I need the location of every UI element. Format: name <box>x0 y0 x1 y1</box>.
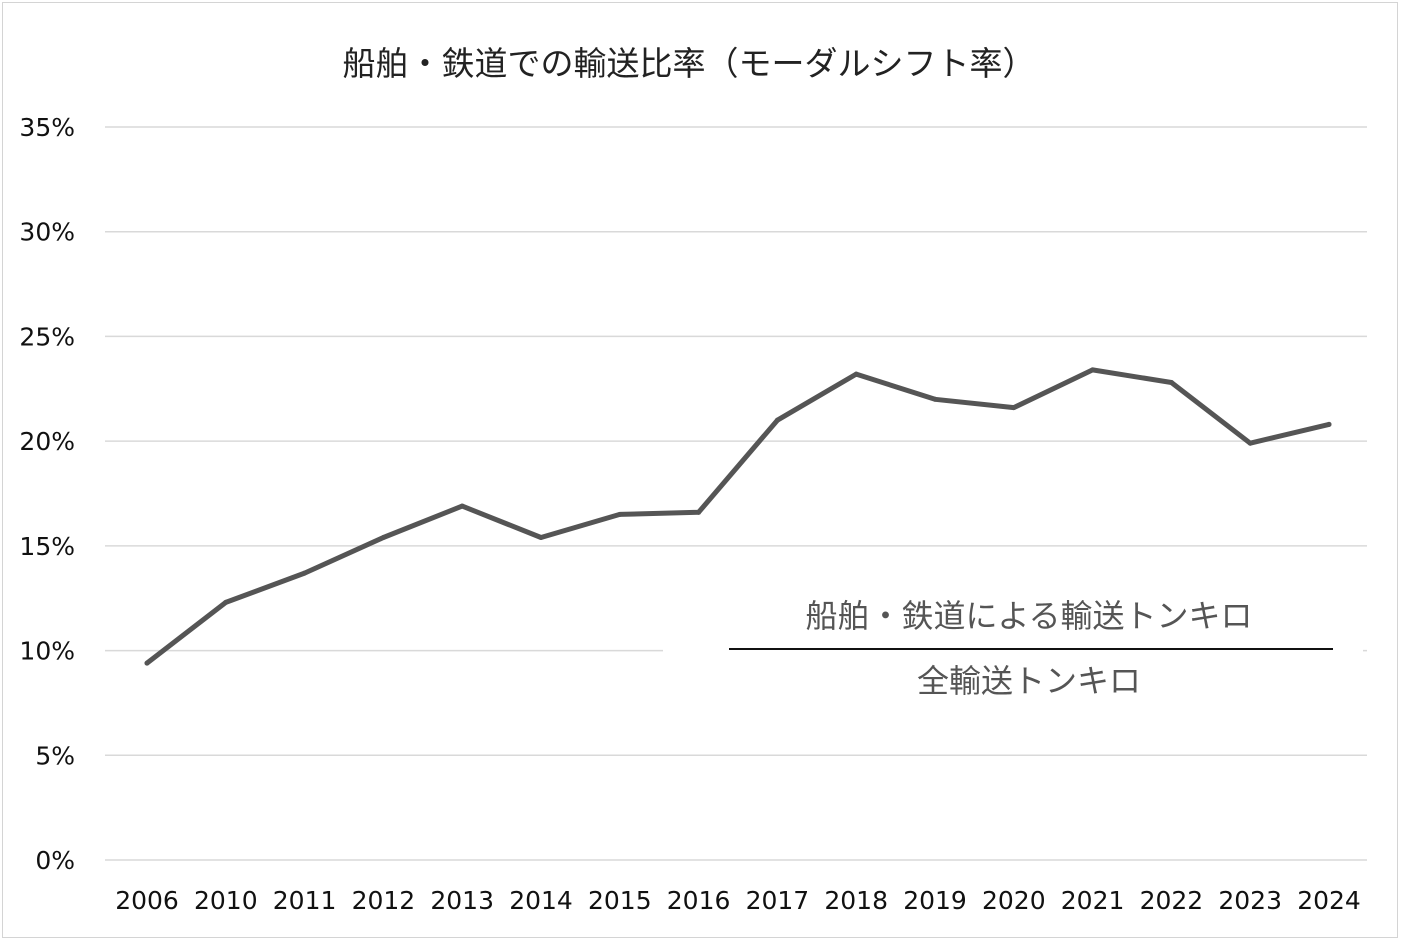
x-axis-ticks: 2006 2010 2011 2012 2013 2014 2015 2016 2017 2018… <box>115 886 1361 915</box>
gridlines <box>105 126 1367 861</box>
data-point-2021 <box>1090 367 1096 373</box>
data-point-2022 <box>1168 380 1174 386</box>
data-point-2020 <box>1011 405 1017 411</box>
x-tick-label: 2021 <box>1061 886 1125 915</box>
y-tick-label: 20% <box>19 427 75 456</box>
y-tick-label: 10% <box>19 637 75 666</box>
x-tick-label: 2022 <box>1140 886 1204 915</box>
data-point-2010 <box>223 599 229 605</box>
x-tick-label: 2010 <box>194 886 258 915</box>
formula-annotation: 船舶・鉄道による輸送トンキロ 全輸送トンキロ <box>729 597 1333 700</box>
x-tick-label: 2015 <box>588 886 652 915</box>
y-tick-label: 25% <box>19 322 75 351</box>
line-chart: 船舶・鉄道での輸送比率（モーダルシフト率） 0% 5% 10% 15% 20% 25% 30… <box>19 44 1367 915</box>
x-tick-label: 2014 <box>509 886 573 915</box>
y-tick-label: 30% <box>19 218 75 247</box>
data-point-2015 <box>617 511 623 517</box>
data-point-2014 <box>538 534 544 540</box>
x-tick-label: 2016 <box>667 886 731 915</box>
x-tick-label: 2011 <box>273 886 337 915</box>
x-tick-label: 2012 <box>352 886 416 915</box>
data-point-2012 <box>380 534 386 540</box>
y-tick-label: 0% <box>35 846 75 875</box>
data-point-2019 <box>932 396 938 402</box>
x-tick-label: 2006 <box>115 886 179 915</box>
data-point-2006 <box>144 660 150 666</box>
data-point-2017 <box>774 417 780 423</box>
y-tick-label: 5% <box>35 741 75 770</box>
data-point-2023 <box>1247 440 1253 446</box>
formula-denominator: 全輸送トンキロ <box>917 662 1141 700</box>
x-tick-label: 2023 <box>1218 886 1282 915</box>
y-tick-label: 35% <box>19 113 75 142</box>
x-tick-label: 2017 <box>746 886 810 915</box>
formula-numerator: 船舶・鉄道による輸送トンキロ <box>805 597 1252 635</box>
y-axis-ticks: 0% 5% 10% 15% 20% 25% 30% 35% <box>19 113 75 875</box>
chart-title: 船舶・鉄道での輸送比率（モーダルシフト率） <box>343 44 1036 83</box>
data-point-2016 <box>696 509 702 515</box>
series-layer <box>144 367 1332 666</box>
x-tick-label: 2020 <box>982 886 1046 915</box>
data-point-2024 <box>1326 421 1332 427</box>
data-point-2011 <box>302 570 308 576</box>
series-line-0 <box>144 367 1332 666</box>
x-tick-label: 2018 <box>824 886 888 915</box>
x-tick-label: 2019 <box>903 886 967 915</box>
y-tick-label: 15% <box>19 532 75 561</box>
data-point-2013 <box>459 503 465 509</box>
data-point-2018 <box>853 371 859 377</box>
x-tick-label: 2024 <box>1297 886 1361 915</box>
x-tick-label: 2013 <box>430 886 494 915</box>
